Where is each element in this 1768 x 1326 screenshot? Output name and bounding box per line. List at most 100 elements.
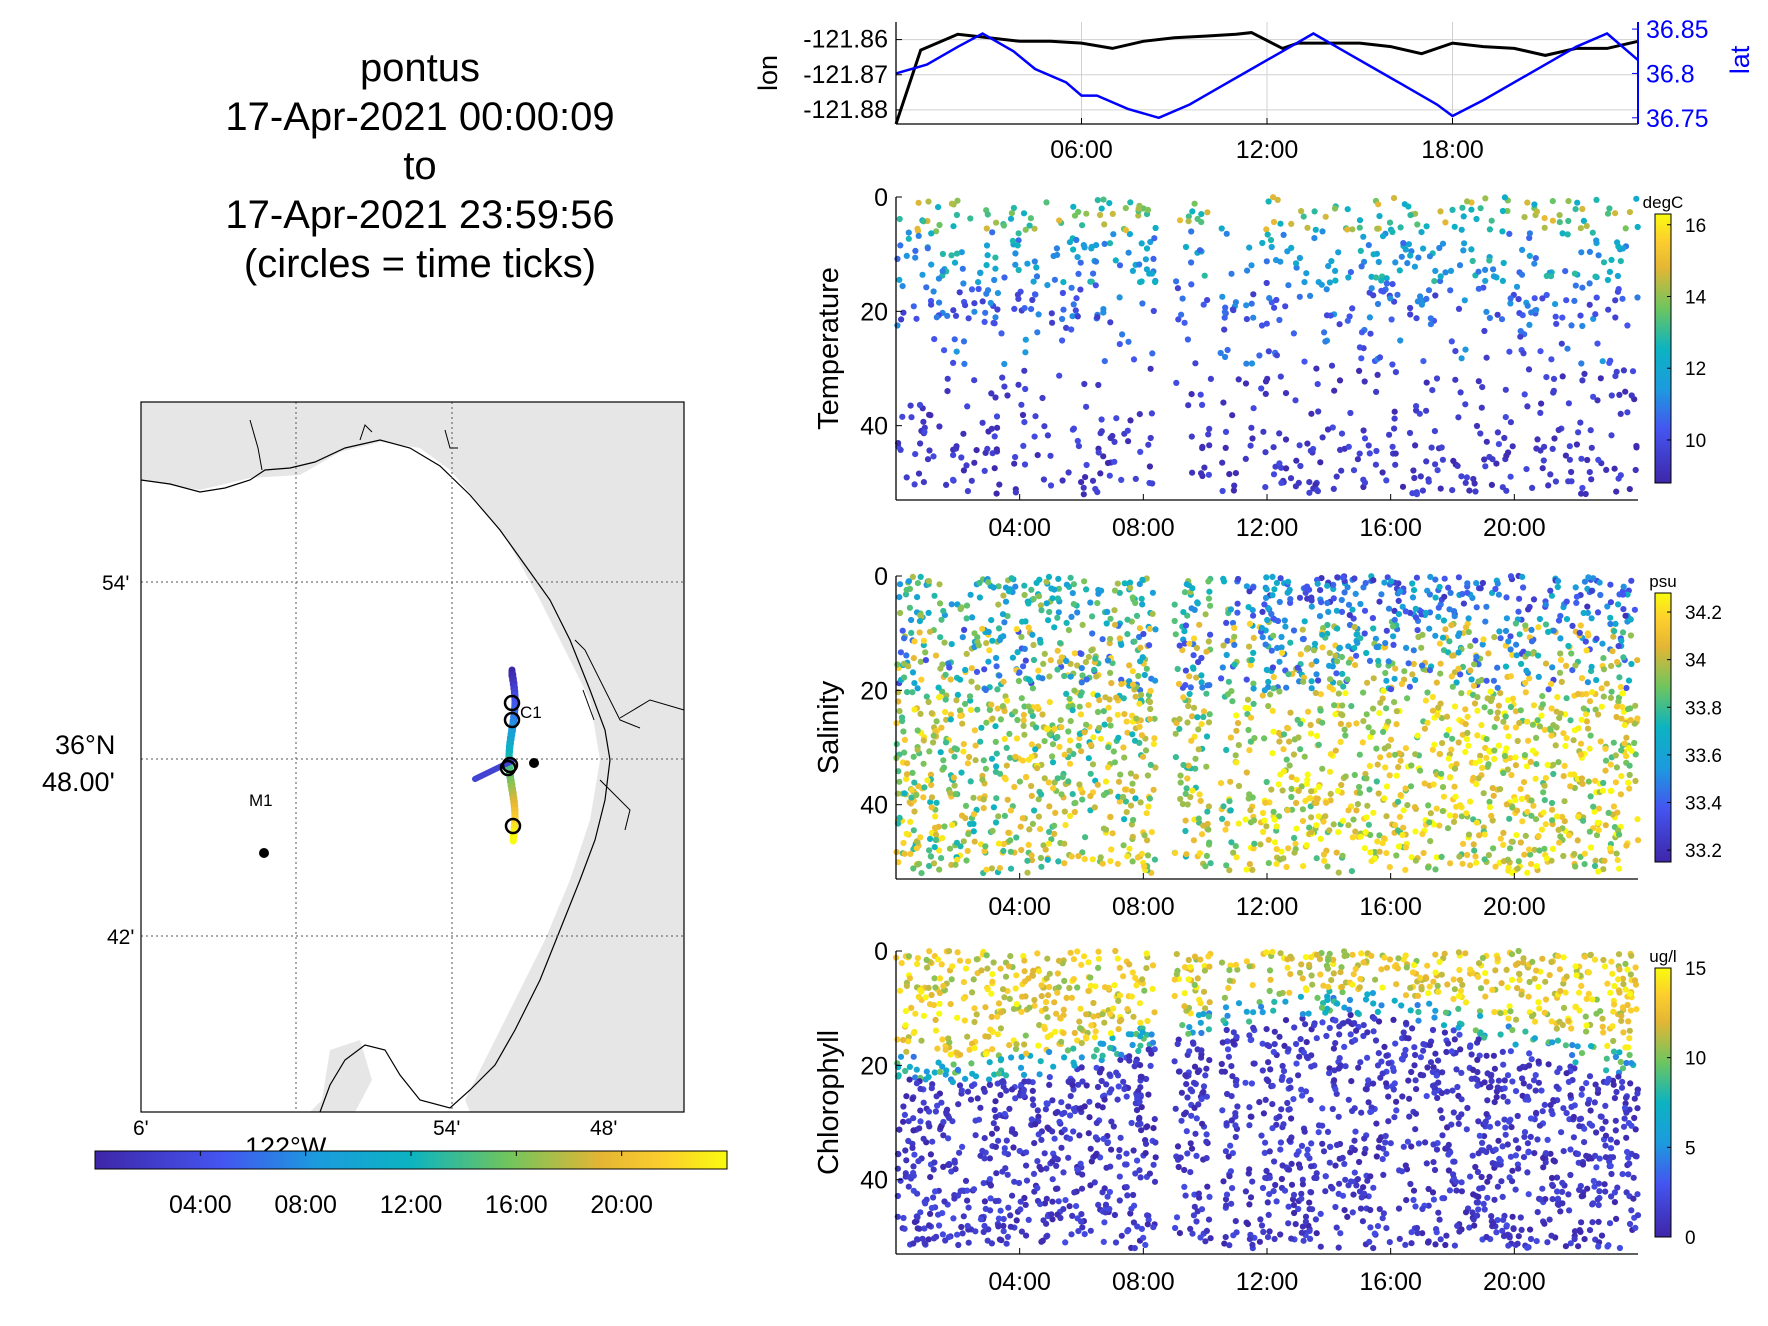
data-point (1335, 249, 1342, 256)
data-point (1071, 687, 1078, 694)
data-point (1490, 845, 1497, 852)
data-point (1504, 697, 1512, 704)
data-point (1323, 799, 1330, 806)
data-point (967, 215, 974, 222)
data-point (1185, 213, 1192, 220)
data-point (1375, 258, 1382, 266)
data-point (1189, 1230, 1196, 1237)
data-point (916, 618, 924, 625)
data-point (1588, 587, 1595, 595)
data-point (959, 720, 966, 727)
data-point (1319, 631, 1326, 638)
data-point (1077, 650, 1084, 657)
data-point (1287, 475, 1295, 482)
data-point (1437, 278, 1444, 285)
data-point (977, 738, 984, 745)
data-point (1563, 616, 1571, 623)
data-point (1219, 1107, 1226, 1114)
data-point (1126, 579, 1134, 586)
data-point (1477, 1012, 1484, 1020)
data-point (936, 1000, 943, 1007)
data-point (1533, 306, 1540, 314)
data-point (1273, 352, 1280, 359)
data-point (1205, 431, 1212, 438)
data-point (1495, 1137, 1502, 1144)
data-point (937, 749, 944, 756)
data-point (1357, 1059, 1364, 1066)
data-point (964, 488, 972, 495)
data-point (1436, 750, 1443, 758)
data-point (896, 215, 903, 223)
data-point (1447, 267, 1455, 274)
data-point (1375, 790, 1382, 797)
data-point (1577, 225, 1584, 232)
data-point (1077, 1005, 1084, 1012)
data-point (1366, 786, 1373, 793)
data-point (1054, 666, 1061, 673)
data-point (1492, 967, 1499, 974)
data-point (1408, 762, 1415, 769)
data-point (1404, 695, 1411, 702)
data-point (1540, 809, 1547, 816)
data-point (1285, 671, 1292, 678)
data-point (1620, 367, 1627, 374)
data-point (1263, 258, 1270, 265)
data-point (1526, 1062, 1533, 1069)
data-point (1391, 607, 1398, 615)
data-point (1619, 703, 1626, 711)
data-point (1370, 809, 1377, 816)
data-point (1203, 1093, 1210, 1100)
data-point (1078, 665, 1085, 672)
data-point (1604, 276, 1611, 284)
data-point (1276, 598, 1283, 606)
data-point (1587, 732, 1594, 739)
data-point (1290, 1096, 1297, 1103)
data-point (1286, 1166, 1293, 1173)
data-point (1579, 484, 1586, 492)
data-point (1071, 212, 1079, 219)
data-point (1598, 703, 1605, 710)
data-point (1599, 358, 1606, 365)
colorbar-tick-label: 33.6 (1685, 746, 1722, 767)
data-point (1433, 854, 1440, 861)
data-point (1345, 659, 1352, 666)
data-point (1350, 816, 1357, 823)
data-point (1595, 456, 1602, 463)
data-point (1027, 215, 1034, 222)
station-m1-label: M1 (249, 791, 273, 810)
data-point (901, 790, 908, 797)
data-point (1188, 737, 1195, 744)
y-tick-label: 0 (874, 563, 888, 591)
data-point (1465, 742, 1472, 749)
data-point (1234, 600, 1241, 607)
data-point (917, 658, 924, 665)
data-point (1536, 847, 1543, 854)
map-lon-tick-4: 48' (590, 1117, 617, 1140)
data-point (928, 991, 935, 999)
data-point (1250, 1009, 1257, 1016)
data-point (988, 755, 996, 762)
data-point (1625, 1171, 1632, 1178)
data-point (1071, 1189, 1078, 1196)
data-point (1470, 682, 1477, 689)
data-point (1125, 438, 1132, 445)
data-point (1407, 304, 1414, 312)
data-point (1351, 1137, 1358, 1144)
data-point (1076, 1132, 1083, 1139)
data-point (984, 965, 991, 972)
data-point (911, 481, 918, 488)
data-point (1184, 336, 1191, 343)
data-point (1069, 1212, 1076, 1219)
data-point (1424, 689, 1431, 696)
data-point (928, 804, 935, 811)
data-point (1202, 611, 1209, 618)
data-point (1011, 460, 1018, 467)
data-point (1091, 666, 1098, 674)
data-point (1023, 773, 1030, 781)
data-point (1591, 862, 1599, 870)
data-point (1130, 816, 1137, 824)
data-point (1037, 1058, 1044, 1065)
data-point (1503, 745, 1510, 752)
data-point (1356, 751, 1363, 758)
data-point (894, 322, 901, 329)
